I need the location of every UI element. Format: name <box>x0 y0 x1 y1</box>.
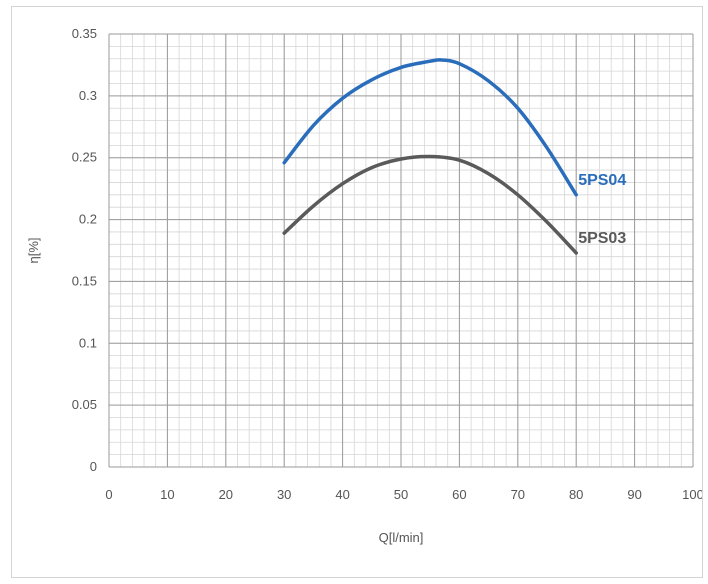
x-axis-label: Q[l/min] <box>379 530 424 545</box>
series-line-5ps04 <box>282 58 578 197</box>
y-tick-label: 0.05 <box>72 397 97 412</box>
y-axis-label: η[%] <box>26 237 41 263</box>
x-tick-label: 100 <box>682 487 702 502</box>
series-label-5ps04: 5PS04 <box>578 172 626 189</box>
y-tick-labels: 0 0.05 0.1 0.15 0.2 0.25 0.3 0.35 <box>72 26 97 474</box>
x-tick-label: 70 <box>511 487 525 502</box>
y-tick-label: 0.15 <box>72 273 97 288</box>
x-tick-label: 40 <box>335 487 349 502</box>
series-labels: 5PS04 5PS03 <box>578 172 626 247</box>
y-tick-label: 0.2 <box>79 212 97 227</box>
x-tick-label: 30 <box>277 487 291 502</box>
y-tick-label: 0 <box>90 459 97 474</box>
x-tick-label: 90 <box>627 487 641 502</box>
y-tick-label: 0.35 <box>72 26 97 41</box>
series-line-5ps03 <box>282 154 578 255</box>
x-tick-label: 60 <box>452 487 466 502</box>
y-tick-label: 0.25 <box>72 150 97 165</box>
x-tick-label: 0 <box>105 487 112 502</box>
y-tick-label: 0.1 <box>79 335 97 350</box>
series-label-5ps03: 5PS03 <box>578 230 626 247</box>
x-tick-label: 20 <box>219 487 233 502</box>
chart-frame: 0 0.05 0.1 0.15 0.2 0.25 0.3 0.35 0 10 20 30 40 50 60… <box>11 6 703 578</box>
x-tick-label: 80 <box>569 487 583 502</box>
x-tick-labels: 0 10 20 30 40 50 60 70 80 90 100 <box>105 487 702 502</box>
efficiency-chart: 0 0.05 0.1 0.15 0.2 0.25 0.3 0.35 0 10 20 30 40 50 60… <box>26 26 702 545</box>
y-tick-label: 0.3 <box>79 88 97 103</box>
series-lines <box>282 58 578 255</box>
x-tick-label: 10 <box>160 487 174 502</box>
major-grid <box>108 33 694 468</box>
x-tick-label: 50 <box>394 487 408 502</box>
